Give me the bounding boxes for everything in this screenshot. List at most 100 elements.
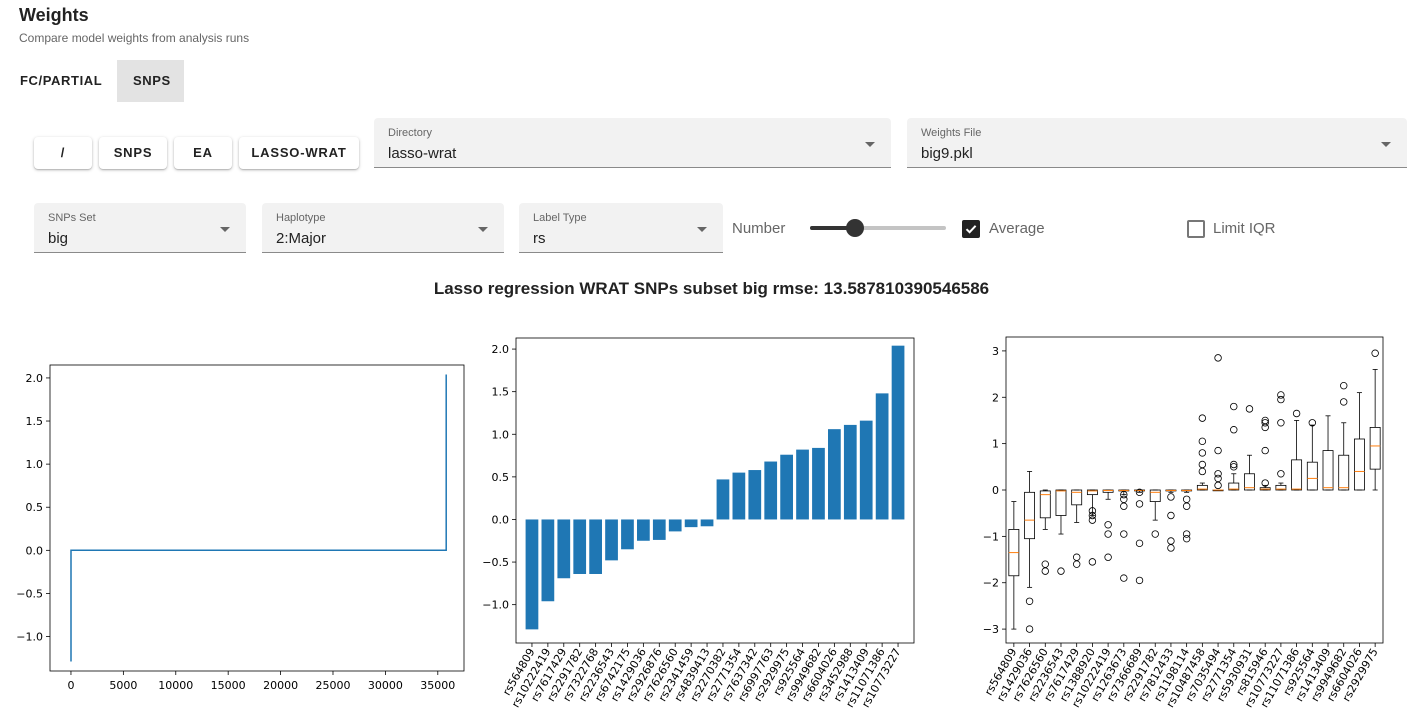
- check-icon: [965, 225, 977, 234]
- y-tick-label: 3: [992, 345, 999, 358]
- flier: [1120, 502, 1128, 510]
- y-tick-label: −3: [983, 623, 999, 636]
- flier: [1182, 502, 1191, 510]
- box: [1039, 490, 1051, 519]
- bar: [796, 449, 809, 520]
- bar: [684, 519, 698, 528]
- snps-set-value: big: [48, 230, 69, 247]
- bar: [589, 519, 602, 574]
- flier: [1104, 521, 1112, 529]
- flier: [1245, 405, 1254, 413]
- box: [1071, 489, 1083, 506]
- directory-value: lasso-wrat: [388, 145, 457, 162]
- weights-box-chart: 3210−1−2−3rs564809rs1429036rs7626560rs22…: [982, 336, 1384, 710]
- average-checkbox[interactable]: [962, 220, 980, 238]
- y-tick-label: 2.0: [26, 372, 44, 385]
- label-type-value: rs: [533, 230, 546, 247]
- flier: [1182, 534, 1191, 543]
- number-slider-thumb[interactable]: [845, 219, 864, 237]
- box: [1024, 491, 1035, 540]
- weights-line-chart: 2.0 1.5 1.0 0.5 0.0 −0.5 −1.0 0 5000 10000 15000 20…: [16, 364, 465, 692]
- y-tick-label: 2: [992, 391, 999, 404]
- limit-iqr-checkbox[interactable]: [1187, 220, 1205, 238]
- y-tick-label: −0.5: [16, 587, 43, 600]
- flier: [1261, 479, 1269, 487]
- y-tick-label: 0.5: [26, 501, 44, 514]
- page-title: Weights: [19, 5, 89, 25]
- x-tick-label: 10000: [158, 679, 193, 692]
- y-tick-label: 0: [992, 484, 999, 497]
- page-subtitle: Compare model weights from analysis runs: [19, 31, 250, 45]
- chevron-down-icon: [220, 227, 230, 232]
- limit-iqr-label: Limit IQR: [1213, 220, 1276, 237]
- flier: [1088, 507, 1097, 515]
- box: [1086, 489, 1098, 496]
- path-ea-button[interactable]: EA: [174, 137, 232, 169]
- haplotype-select[interactable]: Haplotype 2:Major: [262, 203, 504, 253]
- weights-file-label: Weights File: [921, 127, 982, 139]
- chevron-down-icon: [1381, 142, 1391, 147]
- y-tick-label: 0.0: [492, 513, 510, 526]
- x-tick-label: 30000: [368, 679, 403, 692]
- flier: [1041, 560, 1049, 568]
- bar: [637, 519, 650, 541]
- y-tick-label: 0.5: [492, 471, 510, 484]
- number-label: Number: [732, 220, 786, 237]
- bar: [843, 424, 857, 520]
- flier: [1340, 381, 1348, 390]
- directory-select[interactable]: Directory lasso-wrat: [374, 118, 891, 168]
- flier: [1135, 539, 1144, 548]
- flier: [1198, 467, 1207, 476]
- bar: [605, 519, 618, 561]
- flier: [1025, 625, 1034, 633]
- x-tick-label: 25000: [315, 679, 350, 692]
- flier: [1261, 446, 1269, 455]
- y-tick-label: −1: [983, 530, 999, 543]
- tab-snps[interactable]: SNPS: [117, 60, 184, 102]
- flier: [1261, 419, 1269, 427]
- flier: [1230, 460, 1238, 469]
- path-snps-button[interactable]: SNPS: [99, 137, 167, 169]
- flier: [1292, 409, 1301, 418]
- weights-line: [70, 374, 447, 662]
- box: [1244, 473, 1255, 491]
- flier: [1072, 560, 1081, 568]
- box: [1275, 484, 1287, 491]
- y-tick-label: −0.5: [482, 556, 509, 569]
- bar: [621, 519, 634, 550]
- plot-title: Lasso regression WRAT SNPs subset big rm…: [433, 279, 990, 298]
- flier: [1135, 576, 1144, 585]
- bar: [891, 345, 905, 520]
- weights-bar-chart: 2.01.51.00.50.0−0.5−1.0rs564809rs1022241…: [482, 337, 915, 710]
- flier: [1041, 567, 1049, 575]
- weights-file-select[interactable]: Weights File big9.pkl: [907, 118, 1407, 168]
- path-root-button[interactable]: /: [34, 137, 92, 169]
- flier: [1057, 567, 1065, 575]
- x-tick-label: 0: [67, 679, 74, 692]
- flier: [1198, 437, 1207, 446]
- bar: [748, 470, 762, 520]
- path-lasso-wrat-button[interactable]: LASSO-WRAT: [239, 137, 359, 169]
- flier: [1214, 354, 1222, 362]
- flier: [1308, 419, 1317, 427]
- flier: [1025, 597, 1034, 605]
- tab-fc-partial[interactable]: FC/PARTIAL: [20, 73, 103, 88]
- label-type-select[interactable]: Label Type rs: [519, 203, 723, 253]
- number-slider-track[interactable]: [810, 226, 946, 230]
- flier: [1182, 495, 1191, 503]
- flier: [1104, 553, 1112, 561]
- chevron-down-icon: [865, 142, 875, 147]
- box: [1055, 489, 1067, 516]
- box: [1291, 459, 1303, 491]
- flier: [1214, 470, 1222, 478]
- flier: [1072, 553, 1081, 561]
- flier: [1230, 402, 1238, 411]
- flier: [1104, 530, 1112, 538]
- flier: [1182, 530, 1191, 538]
- flier: [1230, 426, 1238, 434]
- flier: [1261, 416, 1269, 425]
- x-tick-label: 35000: [420, 679, 455, 692]
- bar: [668, 519, 682, 532]
- snps-set-select[interactable]: SNPs Set big: [34, 203, 246, 253]
- bar: [573, 519, 587, 574]
